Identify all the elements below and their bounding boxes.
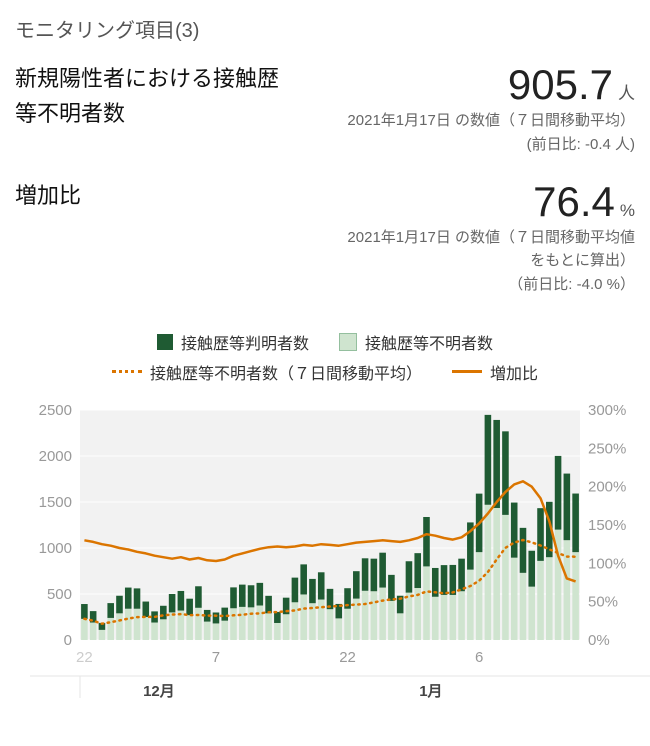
svg-text:0: 0	[64, 632, 72, 649]
svg-text:0%: 0%	[588, 632, 610, 649]
metric-increase-ratio: 増加比 76.4% 2021年1月17日 の数値（７日間移動平均値 をもとに算出…	[15, 178, 635, 296]
legend-swatch-light-green-icon	[339, 332, 357, 351]
metric-title-increase-ratio: 増加比	[15, 182, 82, 208]
legend-row-1: 接触歴等判明者数 接触歴等不明者数	[156, 330, 493, 354]
legend-item-known[interactable]: 接触歴等判明者数	[156, 330, 309, 354]
legend-dotted-line-icon	[111, 370, 142, 374]
svg-text:12月: 12月	[143, 683, 175, 700]
svg-text:22: 22	[76, 649, 93, 666]
legend-item-moving-average[interactable]: 接触歴等不明者数（７日間移動平均）	[111, 360, 422, 384]
svg-text:1月: 1月	[419, 683, 442, 700]
legend-swatch-dark-green-icon	[156, 333, 173, 350]
svg-text:250%: 250%	[588, 440, 626, 457]
svg-text:150%: 150%	[588, 517, 626, 534]
metric-title-unknown-contacts: 新規陽性者における接触歴等不明者数	[15, 66, 280, 127]
metric-caption: をもとに算出）	[530, 252, 635, 270]
metric-unit-label: 人	[618, 84, 635, 103]
chart-legend: 接触歴等判明者数 接触歴等不明者数 接触歴等不明者数（７日間移動平均） 増加比	[15, 330, 635, 384]
svg-text:300%: 300%	[588, 402, 626, 419]
legend-label-increase-ratio: 増加比	[490, 365, 539, 383]
metric-caption: 2021年1月17日 の数値（７日間移動平均）	[347, 112, 635, 130]
svg-text:200%: 200%	[588, 479, 626, 496]
metric-value-block: 905.7 人 2021年1月17日 の数値（７日間移動平均） (前日比: -0.…	[300, 61, 635, 156]
metric-caption-diff: （前日比: -4.0 %）	[508, 275, 635, 293]
monitoring-item-label: モニタリング項目(3)	[15, 20, 200, 42]
legend-solid-line-icon	[452, 370, 482, 374]
metric-unknown-contacts: 新規陽性者における接触歴等不明者数 905.7 人 2021年1月17日 の数値（…	[15, 61, 635, 156]
metric-caption: 2021年1月17日 の数値（７日間移動平均値	[347, 229, 635, 247]
svg-text:22: 22	[339, 649, 356, 666]
legend-label-known: 接触歴等判明者数	[180, 335, 309, 353]
metric-unit-label: %	[619, 200, 635, 220]
svg-text:1000: 1000	[39, 540, 72, 557]
monitoring-chart: 0 500 1000 1500 2000 2500 0% 50% 100% 150% 200% 250…	[30, 402, 650, 700]
legend-item-unknown[interactable]: 接触歴等不明者数	[339, 330, 493, 354]
metric-value-increase-ratio: 76.4%	[300, 178, 635, 226]
metric-number: 76.4	[533, 177, 615, 225]
svg-text:1500: 1500	[39, 494, 72, 511]
metric-value-unknown-contacts: 905.7 人	[300, 61, 635, 109]
metric-value-block: 76.4% 2021年1月17日 の数値（７日間移動平均値 をもとに算出） （前…	[300, 178, 635, 296]
chart-container: 0 500 1000 1500 2000 2500 0% 50% 100% 150% 200% 250…	[15, 400, 650, 717]
svg-text:2000: 2000	[39, 448, 72, 465]
metric-caption-diff: (前日比: -0.4 人)	[526, 135, 635, 153]
metric-number: 905.7	[507, 61, 613, 108]
svg-text:50%: 50%	[588, 594, 618, 611]
svg-text:500: 500	[47, 586, 72, 603]
svg-text:6: 6	[475, 649, 483, 666]
legend-label-unknown: 接触歴等不明者数	[365, 335, 494, 353]
svg-text:7: 7	[212, 649, 220, 666]
svg-text:100%: 100%	[588, 555, 626, 572]
svg-text:2500: 2500	[39, 402, 72, 419]
legend-row-2: 接触歴等不明者数（７日間移動平均） 増加比	[111, 360, 538, 384]
dashboard-card: モニタリング項目(3) 新規陽性者における接触歴等不明者数 905.7 人 202…	[15, 20, 650, 717]
legend-item-increase-ratio[interactable]: 増加比	[452, 360, 538, 384]
legend-label-moving-average: 接触歴等不明者数（７日間移動平均）	[149, 365, 422, 383]
